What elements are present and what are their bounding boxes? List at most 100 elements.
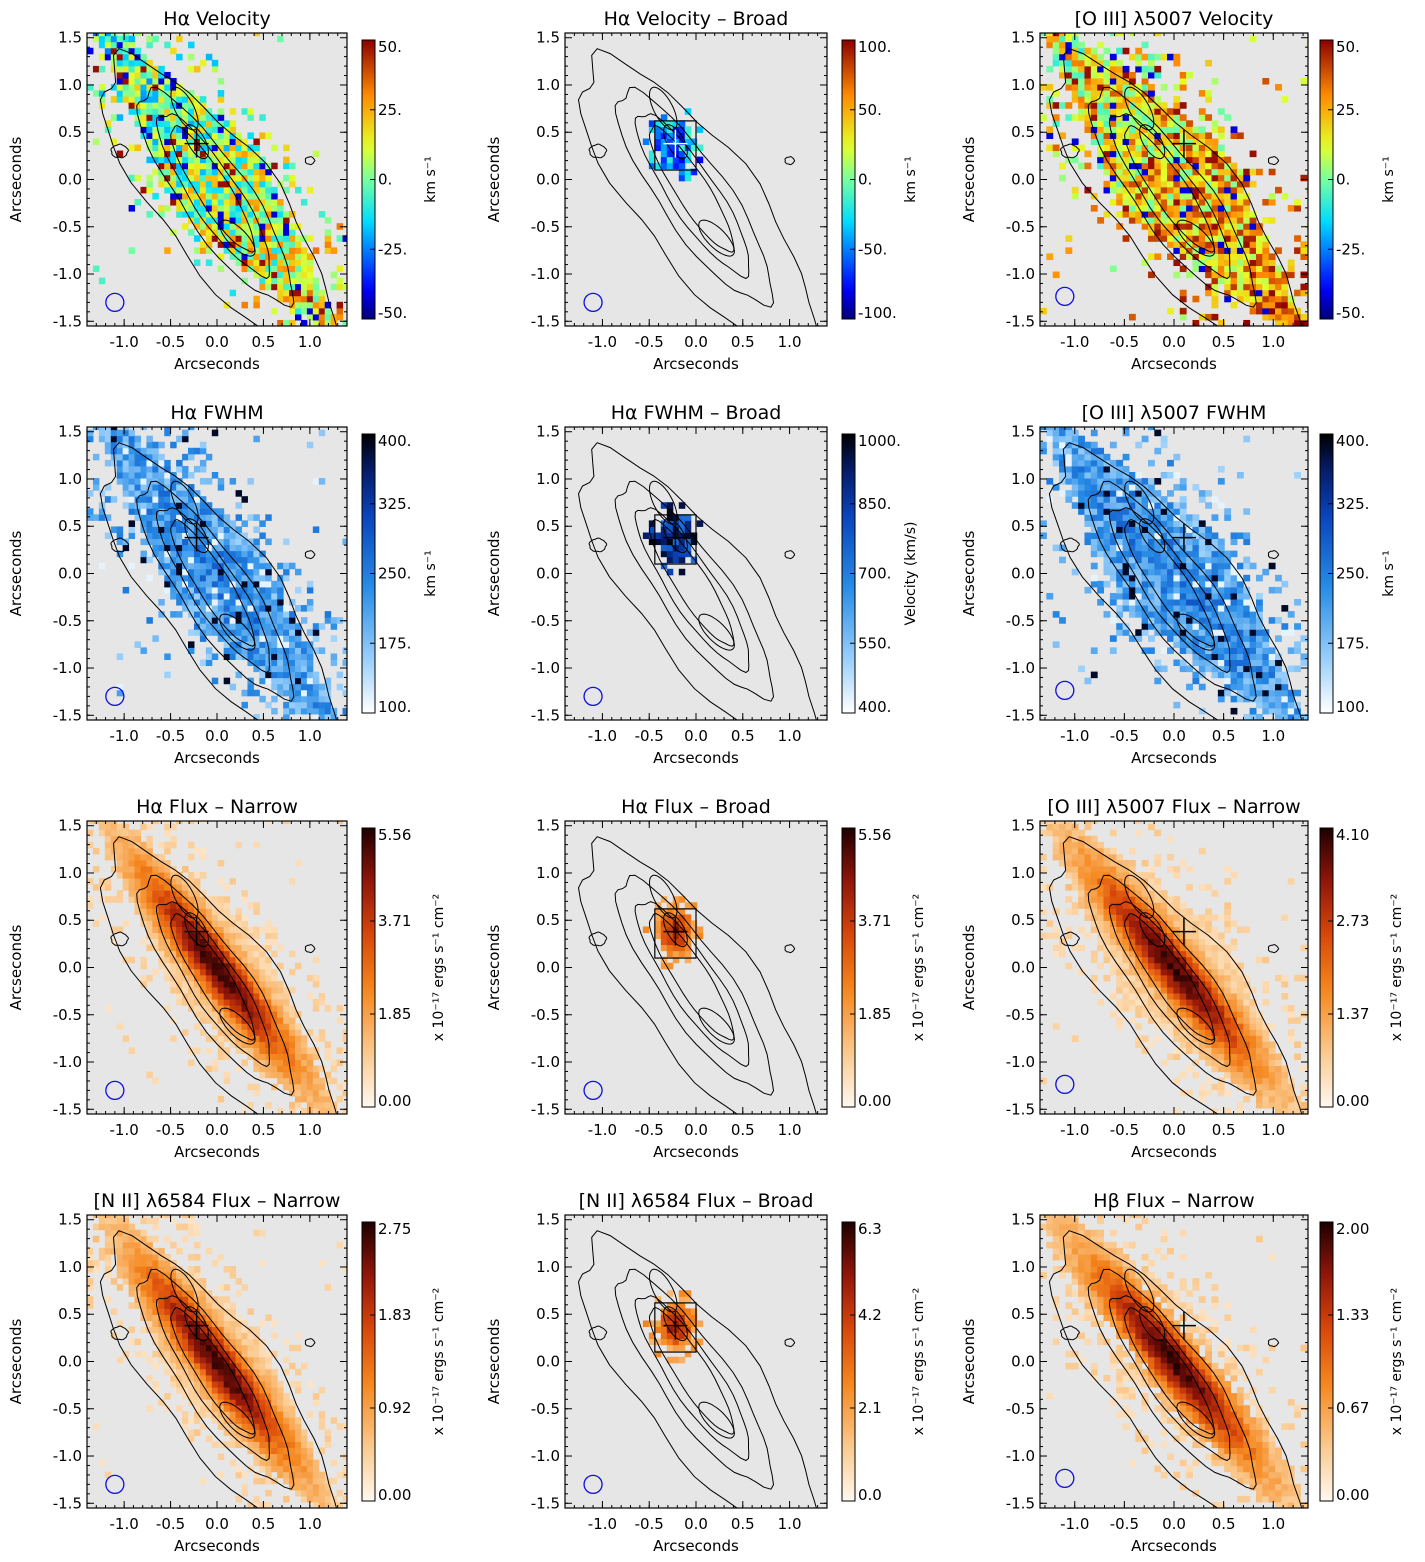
pixel <box>1141 544 1149 552</box>
pixel <box>1135 186 1143 194</box>
pixel <box>1040 33 1047 37</box>
pixel <box>1255 259 1263 267</box>
pixel <box>1128 611 1136 618</box>
pixel <box>122 878 130 885</box>
pixel <box>253 259 260 267</box>
pixel <box>1236 580 1244 588</box>
pixel <box>152 35 159 43</box>
pixel <box>1040 821 1047 825</box>
pixel <box>140 90 147 97</box>
pixel <box>229 138 237 146</box>
pixel <box>283 1029 290 1036</box>
pixel <box>1135 1011 1143 1018</box>
pixel <box>164 77 171 85</box>
pixel <box>241 520 248 527</box>
y-tick-label: 1.5 <box>536 29 560 47</box>
pixel <box>1147 580 1155 588</box>
pixel <box>1281 277 1289 285</box>
pixel <box>235 156 243 164</box>
pixel <box>176 968 183 976</box>
pixel <box>1211 235 1219 242</box>
pixel <box>1192 265 1200 273</box>
pixel <box>1090 878 1098 885</box>
pixel <box>271 217 278 224</box>
pixel <box>205 114 213 121</box>
pixel <box>696 144 704 152</box>
pixel <box>1135 586 1143 594</box>
pixel <box>235 671 243 679</box>
pixel <box>1167 211 1174 218</box>
pixel <box>1249 168 1257 176</box>
pixel <box>1281 713 1289 720</box>
pixel <box>152 890 159 897</box>
pixel <box>324 241 332 248</box>
pixel <box>241 629 248 636</box>
pixel <box>158 484 165 491</box>
pixel <box>146 556 153 564</box>
pixel <box>277 611 284 618</box>
pixel <box>1071 502 1079 509</box>
pixel <box>1128 217 1136 224</box>
pixel <box>289 1101 296 1109</box>
pixel <box>164 950 171 958</box>
pixel <box>1128 180 1136 188</box>
pixel <box>1109 114 1117 121</box>
pixel <box>1294 307 1301 315</box>
pixel <box>289 635 296 642</box>
pixel <box>660 114 668 121</box>
pixel <box>283 659 290 667</box>
pixel <box>176 574 183 582</box>
pixel <box>289 283 296 291</box>
pixel <box>1046 429 1054 437</box>
pixel <box>1249 211 1257 218</box>
pixel <box>1211 295 1219 303</box>
pixel <box>259 665 266 673</box>
pixel <box>1071 453 1079 461</box>
pixel <box>247 956 254 964</box>
pixel <box>300 677 308 685</box>
pixel <box>1275 677 1282 685</box>
pixel <box>98 562 106 570</box>
pixel <box>1071 114 1079 121</box>
pixel <box>241 144 248 152</box>
pixel <box>140 520 147 527</box>
pixel <box>1154 180 1162 188</box>
pixel <box>1097 217 1105 224</box>
pixel <box>295 271 302 279</box>
y-tick-label: 0.0 <box>536 171 560 189</box>
pixel <box>318 1035 326 1042</box>
pixel <box>110 835 118 843</box>
pixel <box>1116 526 1124 533</box>
pixel <box>205 198 213 206</box>
pixel <box>283 568 290 576</box>
pixel <box>140 478 147 485</box>
pixel <box>1046 253 1054 260</box>
pixel <box>223 574 231 582</box>
pixel <box>193 156 201 164</box>
pixel <box>1084 490 1092 497</box>
pixel <box>193 96 201 103</box>
pixel <box>146 902 153 909</box>
pixel <box>164 544 171 552</box>
pixel <box>1128 599 1136 606</box>
pixel <box>295 605 302 612</box>
pixel <box>306 665 314 673</box>
pixel <box>217 974 225 982</box>
pixel <box>253 192 260 200</box>
pixel <box>1262 671 1270 679</box>
pixel <box>1128 132 1136 139</box>
pixel <box>217 902 225 909</box>
pixel <box>318 478 326 485</box>
pixel <box>1262 259 1270 267</box>
pixel <box>158 156 165 164</box>
pixel <box>1224 683 1232 691</box>
pixel <box>1255 665 1263 673</box>
pixel <box>217 114 225 121</box>
pixel <box>1224 180 1232 188</box>
pixel <box>1236 471 1244 479</box>
pixel <box>1109 962 1117 970</box>
pixel <box>128 872 136 879</box>
pixel <box>205 532 213 540</box>
pixel <box>164 908 171 915</box>
pixel <box>1065 865 1073 873</box>
